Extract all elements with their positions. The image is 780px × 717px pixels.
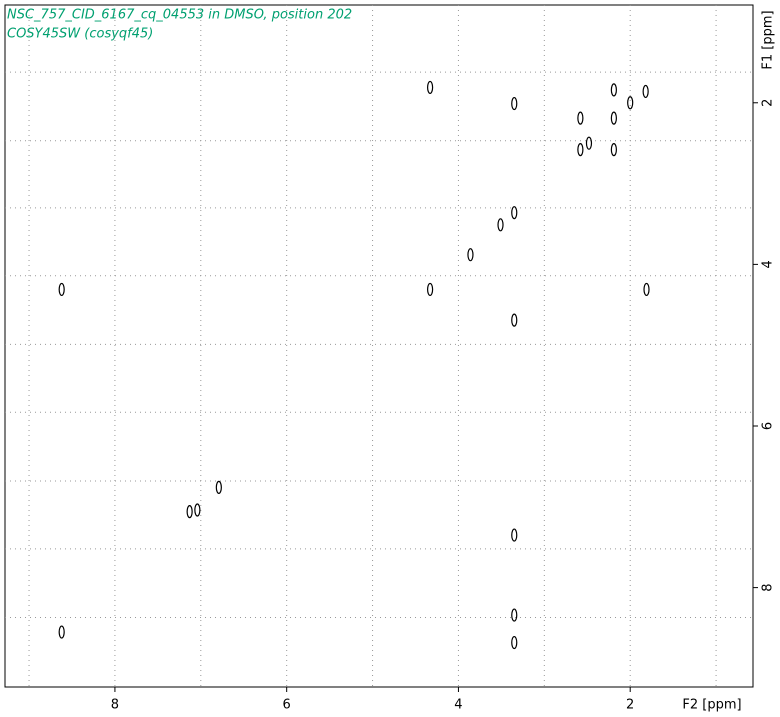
peak (627, 96, 634, 110)
peak (511, 528, 518, 542)
y-tick-label: 2 (761, 99, 776, 107)
peak (58, 282, 65, 297)
y-tick-label: 8 (761, 583, 776, 591)
peak (610, 83, 617, 97)
peak (58, 625, 65, 639)
x-tick-label: 2 (626, 698, 634, 713)
peak (643, 282, 650, 297)
peak (426, 282, 434, 297)
peak (585, 136, 593, 150)
peak (497, 218, 504, 232)
peak (610, 143, 617, 157)
chart-title: NSC_757_CID_6167_cq_04553 in DMSO, posit… (7, 8, 352, 23)
peak (511, 96, 518, 111)
peak (186, 505, 193, 519)
peak (577, 111, 584, 125)
y-tick-label: 6 (761, 422, 776, 430)
y-tick-label: 4 (761, 260, 776, 268)
peak (610, 111, 617, 125)
x-tick-label: 6 (283, 698, 291, 713)
peak (511, 635, 518, 650)
peak (426, 80, 434, 95)
plot-frame (4, 4, 754, 688)
peak (215, 480, 222, 495)
x-axis-label: F2 [ppm] (682, 698, 741, 713)
peak (642, 84, 649, 99)
peak (511, 206, 518, 220)
x-tick-label: 4 (454, 698, 462, 713)
x-tick-label: 8 (111, 698, 119, 713)
y-axis-label: F1 [ppm] (761, 10, 776, 69)
peak (467, 248, 474, 262)
peak (511, 608, 518, 622)
peak (511, 313, 518, 327)
chart-subtitle: COSY45SW (cosyqf45) (7, 27, 153, 42)
peak (577, 143, 584, 157)
peak (194, 503, 201, 517)
